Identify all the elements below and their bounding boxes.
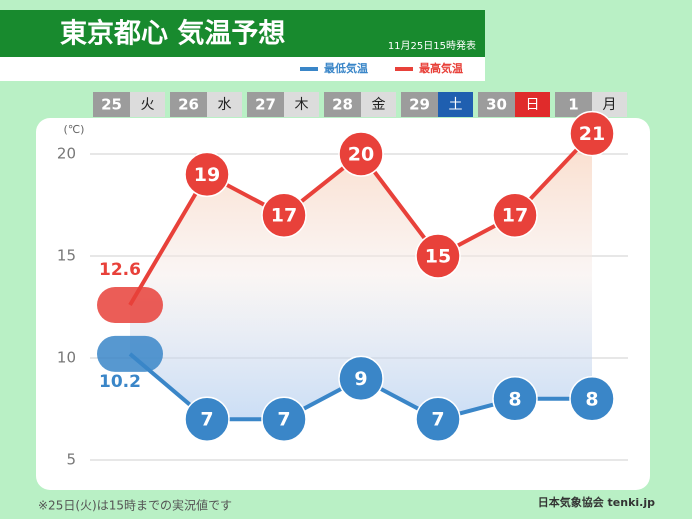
x-tick-label: 29 <box>409 96 430 114</box>
legend-label: 最低気温 <box>324 61 368 75</box>
weekday-box <box>515 92 550 117</box>
weekday-label: 金 <box>372 97 386 113</box>
date-box <box>324 92 361 117</box>
date-box <box>401 92 438 117</box>
date-box <box>170 92 207 117</box>
x-tick-label: 1 <box>568 96 578 114</box>
x-tick-label: 30 <box>486 96 507 114</box>
footnote: ※25日(火)は15時までの実況値です <box>38 498 232 513</box>
y-tick-label: 10 <box>57 349 76 367</box>
x-tick-label: 27 <box>255 96 276 114</box>
weekday-box <box>361 92 396 117</box>
point-marker <box>338 131 384 177</box>
date-box <box>478 92 515 117</box>
value-label: 17 <box>271 205 297 227</box>
weekday-label: 水 <box>218 97 232 113</box>
date-box <box>93 92 130 117</box>
point-marker <box>261 192 307 238</box>
point-marker <box>338 355 384 402</box>
weekday-label: 火 <box>141 97 155 113</box>
value-label: 9 <box>354 368 367 390</box>
weekday-label: 土 <box>449 97 463 113</box>
observed-marker <box>97 286 163 323</box>
value-label: 17 <box>502 205 528 227</box>
date-box <box>247 92 284 117</box>
point-marker <box>415 233 461 279</box>
value-label: 21 <box>579 123 605 145</box>
value-label: 8 <box>585 388 598 410</box>
title-band <box>0 10 485 57</box>
weekday-label: 日 <box>526 97 540 113</box>
value-label: 19 <box>194 164 220 186</box>
chart-title: 東京都心 気温予想 <box>60 18 285 50</box>
value-label: 15 <box>425 246 451 268</box>
y-tick-label: 15 <box>57 247 76 265</box>
value-label: 7 <box>431 409 444 431</box>
value-label: 20 <box>348 144 374 166</box>
point-marker <box>569 110 615 157</box>
point-marker <box>184 151 230 198</box>
point-marker <box>415 396 461 442</box>
point-marker <box>184 396 230 442</box>
point-marker <box>492 192 538 238</box>
value-label: 10.2 <box>99 372 141 392</box>
issued: 11月25日15時発表 <box>388 39 476 52</box>
point-marker <box>261 396 307 442</box>
point-marker <box>569 376 615 422</box>
x-tick-label: 25 <box>101 96 122 114</box>
legend-label: 最高気温 <box>419 61 463 75</box>
weekday-label: 月 <box>603 97 617 113</box>
observed-marker <box>97 335 163 372</box>
credit: 日本気象協会 tenki.jp <box>538 495 655 509</box>
range-band <box>130 133 592 420</box>
weekday-box <box>207 92 242 117</box>
weekday-box <box>438 92 473 117</box>
y-tick-label: 5 <box>66 451 76 469</box>
y-unit: (℃) <box>64 123 85 136</box>
value-label: 7 <box>277 409 290 431</box>
y-tick-label: 20 <box>57 145 76 163</box>
value-label: 7 <box>200 409 213 431</box>
x-tick-label: 26 <box>178 96 199 114</box>
weekday-box <box>130 92 165 117</box>
weekday-box <box>284 92 319 117</box>
value-label: 12.6 <box>99 260 141 280</box>
point-marker <box>492 376 538 422</box>
x-tick-label: 28 <box>332 96 353 114</box>
weekday-label: 木 <box>295 97 309 113</box>
value-label: 8 <box>508 388 521 410</box>
